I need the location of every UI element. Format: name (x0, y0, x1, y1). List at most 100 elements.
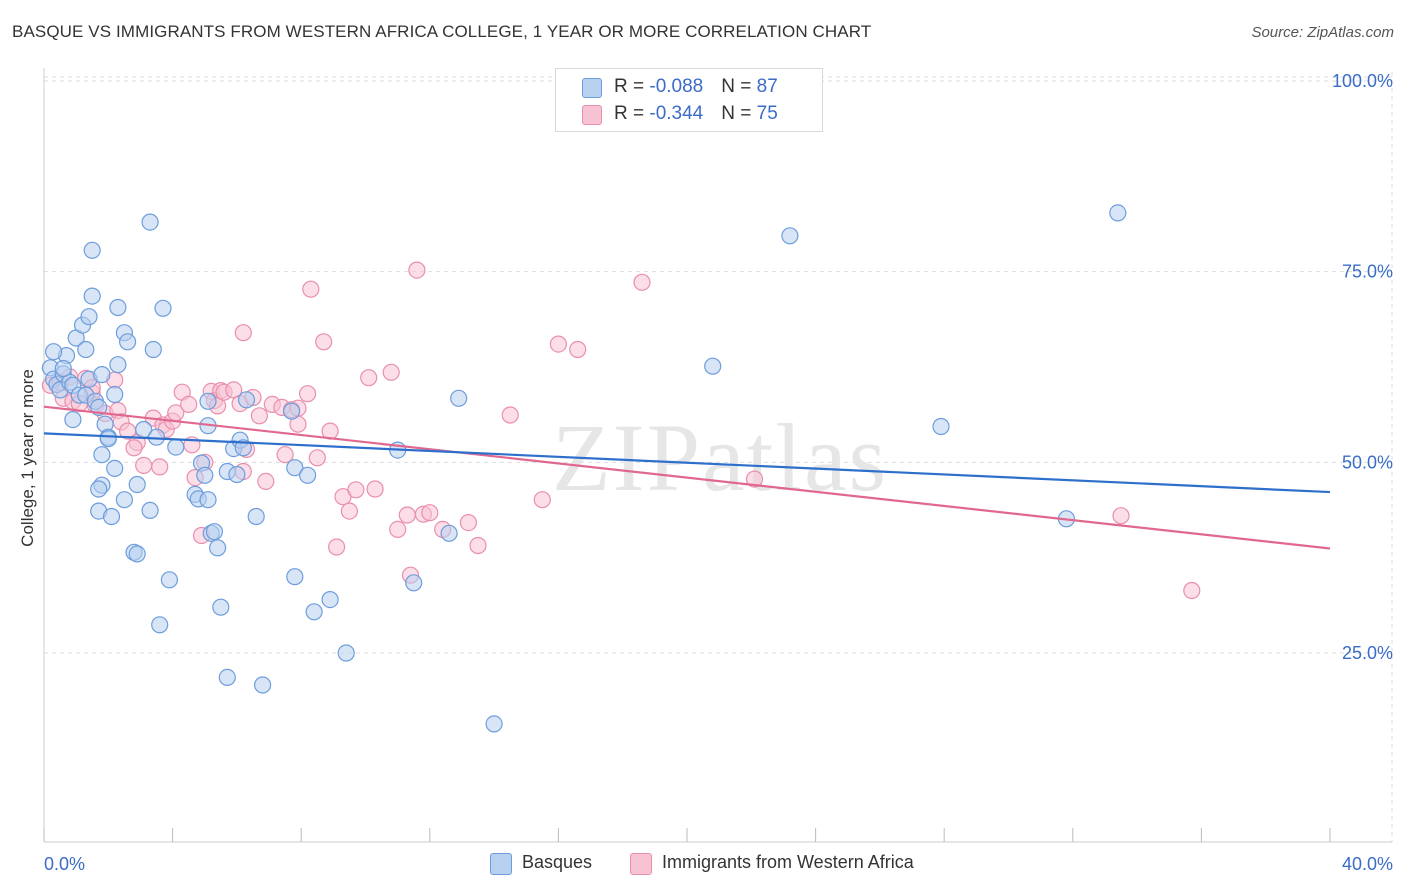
basques-point (144, 340, 162, 359)
immigrants-point (1183, 581, 1201, 600)
immigrants-point (299, 385, 317, 403)
x-tick-label: 40.0% (1342, 854, 1393, 874)
basques-point (209, 539, 227, 557)
r-value: -0.088 (649, 76, 704, 97)
immigrants-point (360, 369, 378, 387)
basques-point (321, 590, 339, 609)
basques-point (286, 568, 304, 586)
x-tick-label: 0.0% (44, 854, 85, 874)
basques-point (932, 417, 950, 436)
basques-point (234, 439, 252, 457)
immigrants-trend-line (43, 405, 1331, 550)
basques-point (128, 475, 146, 494)
basques-point (781, 227, 799, 245)
immigrants-point (1112, 507, 1130, 525)
basques-swatch-icon (582, 78, 602, 98)
basques-point (704, 357, 722, 375)
basques-point (83, 287, 101, 305)
grid (44, 72, 1393, 842)
basques-point (337, 644, 355, 662)
basques-point (299, 466, 317, 484)
basques-point (199, 491, 217, 509)
basques-point (167, 438, 185, 456)
legend-text: R = -0.088 N = 87 (614, 76, 778, 97)
immigrants-point (328, 538, 346, 556)
immigrants-point (469, 536, 487, 555)
basques-point (64, 411, 82, 429)
basques-trend-line (43, 432, 1331, 494)
immigrants-point (459, 513, 477, 532)
basques-point (151, 616, 169, 634)
basques-point (141, 501, 159, 519)
legend-label: Immigrants from Western Africa (662, 852, 914, 872)
immigrants-point (180, 395, 198, 413)
immigrants-point (569, 340, 587, 359)
immigrants-point (421, 504, 439, 522)
immigrants-point (408, 261, 426, 279)
immigrants-point (389, 520, 407, 539)
basques-point (128, 545, 146, 563)
source-label: Source: ZipAtlas.com (1251, 24, 1394, 41)
legend-text: R = -0.344 N = 75 (614, 103, 778, 124)
basques-point (106, 385, 124, 404)
basques-point (237, 391, 256, 409)
immigrants-point (276, 446, 294, 464)
r-value: -0.344 (649, 103, 704, 124)
immigrants-point (125, 439, 143, 457)
immigrants-point (501, 406, 519, 424)
immigrants-point (308, 449, 326, 467)
legend-label: Basques (522, 852, 593, 872)
immigrants-swatch-icon (582, 105, 602, 125)
trend-lines (43, 405, 1331, 550)
chart-title: BASQUE VS IMMIGRANTS FROM WESTERN AFRICA… (12, 22, 872, 41)
basques-point (305, 603, 323, 621)
basques-point (118, 333, 137, 351)
basques-point (205, 523, 223, 541)
basques-point (160, 571, 178, 589)
basques-point (286, 459, 304, 477)
immigrants-point (151, 458, 169, 476)
correlation-legend: R = -0.088 N = 87 R = -0.344 N = 75 (555, 68, 823, 132)
basques-point (485, 715, 503, 733)
n-value: 87 (756, 76, 778, 97)
immigrants-point (315, 333, 333, 351)
axes (43, 68, 1392, 843)
immigrants-point (398, 506, 416, 524)
y-tick-label: 50.0% (1342, 452, 1393, 472)
basques-point (80, 308, 98, 326)
basques-point (199, 392, 217, 410)
immigrants-point (633, 273, 651, 291)
immigrants-point (340, 502, 358, 520)
basques-point (77, 340, 95, 359)
basques-swatch-icon (490, 853, 512, 875)
basques-point (228, 465, 246, 484)
basques-point (440, 524, 458, 542)
basques-point (212, 598, 230, 616)
basques-point (99, 430, 117, 448)
basques-point (283, 402, 301, 420)
basques-point (109, 298, 127, 317)
immigrants-point (533, 491, 551, 509)
immigrants-point (366, 480, 384, 498)
basques-point (90, 480, 108, 498)
basques-point (109, 356, 127, 374)
basques-point (44, 343, 63, 361)
basques-point (83, 241, 101, 259)
basques-point (1109, 204, 1127, 222)
immigrants-swatch-icon (630, 853, 652, 875)
basques-point (93, 446, 111, 464)
immigrants-point (135, 456, 153, 474)
basques-point (102, 507, 121, 526)
immigrants-point (257, 472, 275, 490)
basques-point (141, 213, 159, 231)
basques-point (154, 299, 172, 317)
immigrants-point (382, 363, 400, 381)
n-value: 75 (756, 103, 778, 124)
basques-point (115, 491, 134, 509)
series-basques-points (41, 204, 1127, 733)
basques-point (218, 668, 236, 687)
y-tick-label: 25.0% (1342, 643, 1393, 663)
series-legend: Basques Immigrants from Western Africa (0, 852, 1406, 878)
basques-point (247, 507, 265, 526)
